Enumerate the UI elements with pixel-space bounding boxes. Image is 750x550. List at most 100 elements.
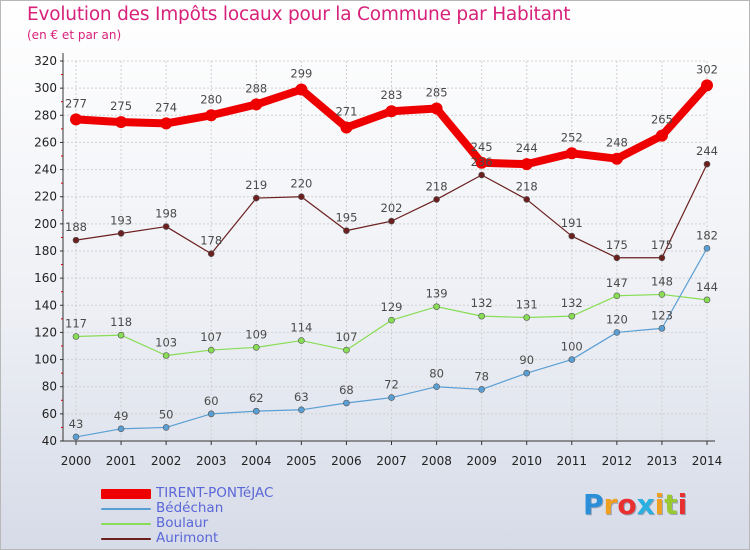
data-point xyxy=(520,158,533,171)
x-tick-label: 2009 xyxy=(466,454,497,468)
y-tick-label: 100 xyxy=(34,353,57,367)
data-point xyxy=(162,352,170,359)
x-tick-label: 2000 xyxy=(61,454,92,468)
data-label: 299 xyxy=(290,67,312,81)
y-tick-label: 280 xyxy=(34,108,57,122)
data-label: 271 xyxy=(335,105,357,119)
y-tick-label: 260 xyxy=(34,135,57,149)
data-point xyxy=(343,399,350,407)
data-label: 198 xyxy=(155,207,177,221)
data-label: 68 xyxy=(339,383,354,397)
legend-label: Bédéchan xyxy=(156,500,224,516)
data-point xyxy=(523,314,531,321)
data-label: 132 xyxy=(561,296,583,310)
data-label: 80 xyxy=(429,367,444,381)
data-label: 218 xyxy=(426,179,448,193)
x-tick-label: 2008 xyxy=(421,454,452,468)
data-label: 109 xyxy=(245,327,267,341)
data-point xyxy=(298,193,305,201)
data-point xyxy=(523,369,531,377)
data-point xyxy=(252,407,260,415)
data-point xyxy=(162,223,170,230)
data-point xyxy=(568,356,576,363)
data-point xyxy=(610,152,623,165)
data-point xyxy=(613,292,621,300)
data-label: 277 xyxy=(65,96,87,110)
legend-swatch xyxy=(101,523,151,525)
data-label: 236 xyxy=(471,155,493,169)
data-point xyxy=(117,331,125,339)
data-point xyxy=(655,129,668,142)
data-point xyxy=(701,79,713,92)
data-point xyxy=(703,296,711,304)
data-point xyxy=(162,424,170,431)
data-point xyxy=(613,254,621,262)
chart-title: Evolution des Impôts locaux pour la Comm… xyxy=(27,4,571,25)
data-point xyxy=(298,406,305,414)
x-tick-label: 2002 xyxy=(151,454,182,468)
y-tick-label: 320 xyxy=(34,54,57,68)
data-label: 107 xyxy=(335,330,357,344)
y-tick-label: 40 xyxy=(42,434,57,448)
data-label: 275 xyxy=(110,99,132,113)
proxiti-logo: Proxiti xyxy=(583,488,688,521)
data-point xyxy=(298,337,305,344)
data-label: 188 xyxy=(65,220,87,234)
data-label: 144 xyxy=(696,280,718,294)
data-point xyxy=(478,386,485,393)
data-point xyxy=(70,113,82,126)
data-label: 193 xyxy=(110,213,132,227)
data-point xyxy=(658,291,666,298)
data-label: 43 xyxy=(69,417,84,431)
data-point xyxy=(703,160,711,168)
data-point xyxy=(565,147,578,160)
data-label: 202 xyxy=(381,201,403,215)
data-label: 117 xyxy=(65,317,87,331)
y-tick-label: 60 xyxy=(42,407,57,421)
data-point xyxy=(295,83,308,96)
legend-swatch xyxy=(101,538,151,540)
data-label: 191 xyxy=(561,216,583,230)
data-label: 244 xyxy=(696,144,718,158)
data-point xyxy=(252,194,260,202)
data-label: 63 xyxy=(294,390,309,404)
data-point xyxy=(205,109,218,122)
y-tick-label: 160 xyxy=(34,271,57,285)
data-label: 265 xyxy=(651,113,673,127)
data-label: 252 xyxy=(561,130,583,144)
data-label: 147 xyxy=(606,276,628,290)
data-point xyxy=(250,98,263,111)
data-label: 285 xyxy=(426,86,448,100)
y-tick-label: 140 xyxy=(34,298,57,312)
data-point xyxy=(523,196,531,203)
x-tick-label: 2010 xyxy=(511,454,542,468)
x-tick-label: 2003 xyxy=(196,454,227,468)
data-label: 248 xyxy=(606,136,628,150)
data-point xyxy=(115,116,128,129)
data-label: 60 xyxy=(204,394,219,408)
data-label: 139 xyxy=(426,287,448,301)
x-axis-ticks: 2000 2001 2002 2003 2004 2005 2006 2007 2008 2009… xyxy=(61,441,723,468)
data-labels: 188 193 198 178 219 220 195 202 218 236 218 191 175 1… xyxy=(65,62,718,431)
axes xyxy=(62,53,715,442)
data-label: 245 xyxy=(471,140,493,154)
data-point xyxy=(433,303,440,310)
data-label: 120 xyxy=(606,312,628,326)
x-tick-label: 2014 xyxy=(692,454,723,468)
data-point xyxy=(72,433,80,441)
data-label: 103 xyxy=(155,336,177,350)
legend-label: Boulaur xyxy=(156,515,209,531)
data-point xyxy=(430,102,443,115)
x-tick-label: 2005 xyxy=(286,454,317,468)
data-label: 302 xyxy=(696,62,718,76)
x-tick-label: 2013 xyxy=(647,454,678,468)
data-label: 118 xyxy=(110,315,132,329)
data-label: 195 xyxy=(335,211,357,225)
data-point xyxy=(475,156,488,169)
data-label: 131 xyxy=(516,298,538,312)
data-label: 50 xyxy=(159,407,174,421)
data-point xyxy=(433,383,440,391)
data-label: 129 xyxy=(381,300,403,314)
data-label: 219 xyxy=(245,178,267,192)
